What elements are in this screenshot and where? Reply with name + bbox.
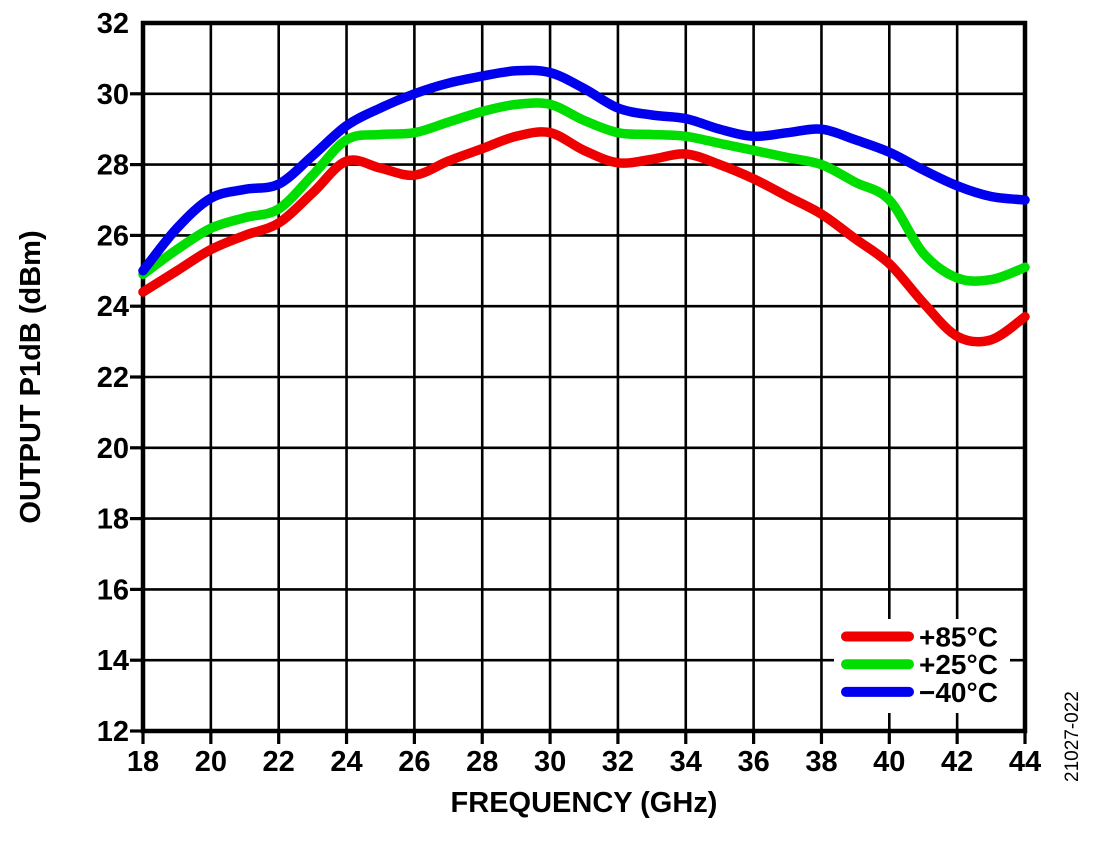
figure-code: 21027-022 bbox=[1062, 691, 1083, 782]
curve-85c bbox=[138, 127, 1030, 347]
x-tick-label: 42 bbox=[941, 746, 973, 778]
y-tick-label: 14 bbox=[97, 645, 129, 677]
x-tick-label: 24 bbox=[330, 746, 362, 778]
y-tick-label: 30 bbox=[97, 79, 129, 111]
x-tick-label: 28 bbox=[466, 746, 498, 778]
legend-entry-40c: −40°C bbox=[841, 677, 998, 708]
y-tick-label: 22 bbox=[97, 362, 129, 394]
y-tick-labels: 12 14 16 18 20 22 24 26 28 30 32 bbox=[97, 8, 129, 748]
y-axis-title: OUTPUT P1dB (dBm) bbox=[15, 230, 47, 523]
plot-frame bbox=[140, 20, 1028, 734]
y-tick-label: 24 bbox=[97, 291, 129, 323]
y-tick-label: 32 bbox=[97, 8, 129, 40]
x-tick-label: 32 bbox=[602, 746, 634, 778]
data-curves bbox=[138, 65, 1030, 347]
x-tick-label: 22 bbox=[263, 746, 295, 778]
x-tick-label: 38 bbox=[805, 746, 837, 778]
legend-label-25c: +25°C bbox=[919, 649, 998, 680]
legend-entry-85c: +85°C bbox=[841, 622, 998, 653]
x-tick-label: 44 bbox=[1009, 746, 1041, 778]
legend: +85°C+25°C−40°C bbox=[834, 619, 1010, 713]
x-tick-label: 18 bbox=[127, 746, 159, 778]
x-tick-labels: 18 20 22 24 26 28 30 32 34 36 38 40 42 44 bbox=[127, 746, 1041, 778]
y-tick-label: 12 bbox=[97, 716, 129, 748]
legend-label-40c: −40°C bbox=[919, 677, 998, 708]
curve-25c bbox=[138, 98, 1030, 286]
y-tick-label: 26 bbox=[97, 220, 129, 252]
y-tick-label: 20 bbox=[97, 433, 129, 465]
curve-40c bbox=[138, 65, 1030, 276]
x-tick-label: 36 bbox=[737, 746, 769, 778]
y-tick-label: 18 bbox=[97, 504, 129, 536]
y-tick-label: 16 bbox=[97, 574, 129, 606]
x-tick-label: 40 bbox=[873, 746, 905, 778]
x-tick-label: 34 bbox=[670, 746, 702, 778]
x-axis-title: FREQUENCY (GHz) bbox=[451, 787, 718, 819]
y-tick-label: 28 bbox=[97, 150, 129, 182]
x-tick-label: 20 bbox=[195, 746, 227, 778]
x-tick-label: 30 bbox=[534, 746, 566, 778]
legend-label-85c: +85°C bbox=[919, 622, 998, 653]
legend-entry-25c: +25°C bbox=[841, 649, 998, 680]
x-tick-label: 26 bbox=[398, 746, 430, 778]
